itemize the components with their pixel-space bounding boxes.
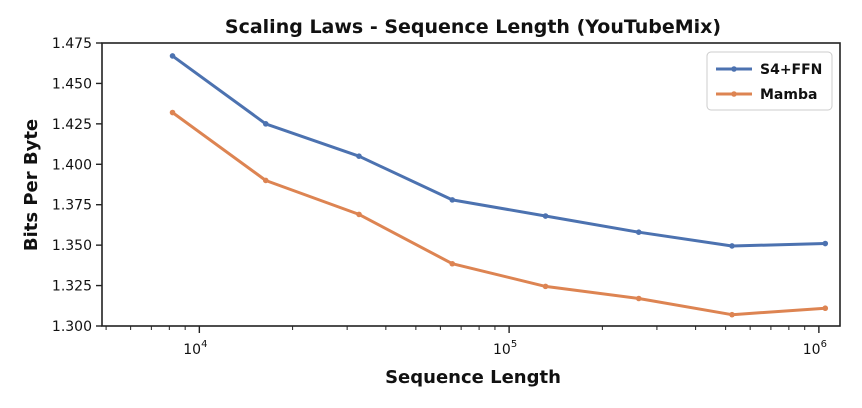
y-tick-label: 1.350 xyxy=(52,238,92,254)
x-tick-label: 106 xyxy=(803,339,827,358)
series-1-point xyxy=(822,305,829,312)
series-0-point xyxy=(449,197,456,203)
series-line-1 xyxy=(171,111,827,317)
y-tick-label: 1.400 xyxy=(52,157,92,173)
legend-marker xyxy=(731,91,737,97)
x-axis-label: Sequence Length xyxy=(385,367,561,388)
x-axis: 104 105 106 xyxy=(105,326,827,358)
series-1-point xyxy=(169,109,176,116)
series-1-point xyxy=(449,260,456,267)
series-0-point xyxy=(822,240,829,247)
legend-label: S4+FFN xyxy=(760,62,822,78)
series-0-point xyxy=(729,243,735,249)
y-axis-label: Bits Per Byte xyxy=(21,119,42,251)
legend-marker xyxy=(731,66,737,72)
y-tick-label: 1.325 xyxy=(52,279,92,295)
y-tick-label: 1.425 xyxy=(52,117,92,133)
series-0-point xyxy=(262,121,269,127)
series-1-point xyxy=(262,177,269,184)
series-1-point xyxy=(635,295,642,302)
plot-frame xyxy=(101,42,841,327)
series-0-point xyxy=(356,153,362,159)
y-tick-label: 1.450 xyxy=(52,76,92,92)
x-tick-label: 105 xyxy=(493,339,517,358)
y-tick-label: 1.300 xyxy=(52,319,92,335)
series-0-point xyxy=(169,53,176,59)
series-1-point xyxy=(542,283,549,290)
legend-label: Mamba xyxy=(760,87,817,103)
y-axis: 1.300 1.325 1.350 1.375 1.400 1.425 1.450 1.475 xyxy=(52,36,102,335)
series-1-point xyxy=(729,311,735,318)
series-0-point xyxy=(542,213,549,219)
series-1-point xyxy=(356,211,362,218)
y-tick-label: 1.475 xyxy=(52,36,92,52)
series-0-point xyxy=(635,229,642,236)
plot-area xyxy=(169,53,829,318)
x-tick-label: 104 xyxy=(183,339,207,358)
chart-title: Scaling Laws - Sequence Length (YouTubeM… xyxy=(225,16,721,38)
series-line-0 xyxy=(171,54,827,248)
y-tick-label: 1.375 xyxy=(52,198,92,214)
legend: S4+FFN Mamba xyxy=(706,51,833,111)
